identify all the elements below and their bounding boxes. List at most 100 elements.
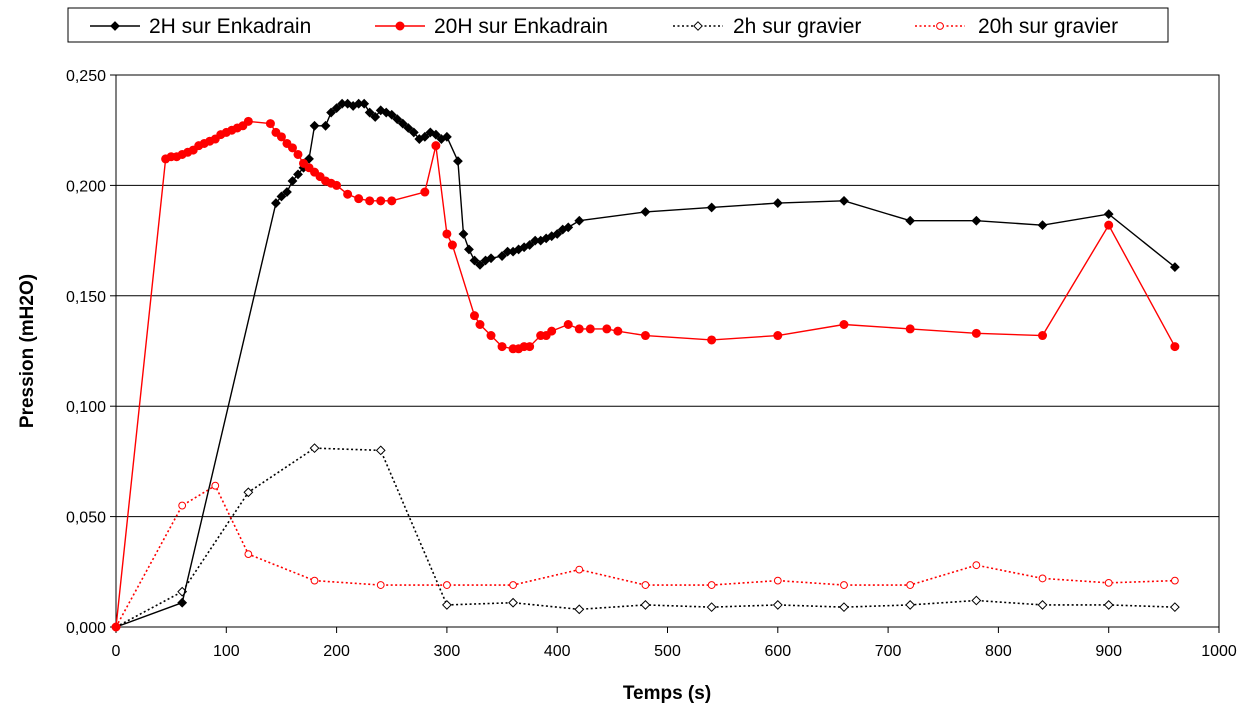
legend-marker <box>693 21 703 31</box>
data-point <box>178 501 187 510</box>
data-point <box>392 114 403 125</box>
data-point <box>641 581 650 589</box>
legend-entry: 2H sur Enkadrain <box>90 15 311 38</box>
legend-label: 2H sur Enkadrain <box>149 15 311 38</box>
data-point <box>475 259 485 270</box>
data-point <box>458 229 469 239</box>
legend-entry: 2h sur gravier <box>673 15 861 38</box>
data-point <box>309 120 320 131</box>
data-point <box>386 109 397 120</box>
data-point <box>375 445 386 456</box>
y-tick-label: 0,000 <box>66 620 106 637</box>
data-point <box>839 602 849 613</box>
data-point <box>464 244 474 255</box>
x-tick-label: 100 <box>213 643 240 660</box>
y-axis-title: Pression (mH2O) <box>17 274 38 428</box>
data-point <box>707 335 717 345</box>
x-tick-label: 800 <box>985 643 1012 660</box>
data-point <box>376 581 385 589</box>
legend-marker <box>395 21 405 31</box>
data-point <box>508 597 518 608</box>
data-point <box>575 565 584 574</box>
x-tick-label: 400 <box>544 643 571 660</box>
data-point <box>602 324 612 334</box>
legend-entry: 20h sur gravier <box>915 15 1118 38</box>
data-point <box>469 311 479 321</box>
x-axis-title: Temps (s) <box>623 683 711 704</box>
data-point <box>773 576 782 585</box>
data-point <box>359 98 370 109</box>
series-2 <box>111 116 1180 632</box>
data-point <box>1038 331 1048 341</box>
legend-marker <box>110 21 120 31</box>
data-point <box>706 602 717 613</box>
data-point <box>276 132 286 142</box>
data-point <box>839 320 849 330</box>
data-point <box>364 107 375 118</box>
data-point <box>408 127 419 138</box>
data-point <box>839 195 849 206</box>
data-point <box>276 191 287 202</box>
data-point <box>365 196 375 206</box>
series-line <box>115 103 1176 628</box>
data-point <box>177 597 188 608</box>
data-point <box>524 240 535 250</box>
data-point <box>1170 342 1180 352</box>
data-point <box>332 180 342 190</box>
data-point <box>447 240 457 250</box>
data-point <box>282 187 292 197</box>
data-point <box>773 331 783 341</box>
plot-area <box>115 74 1220 628</box>
data-point <box>265 119 275 129</box>
series-line <box>115 120 1176 628</box>
data-point <box>640 206 651 217</box>
data-point <box>443 581 451 589</box>
data-point <box>244 550 253 559</box>
data-point <box>431 141 441 151</box>
data-point <box>1038 574 1047 583</box>
data-point <box>287 176 298 186</box>
data-point <box>1103 600 1114 610</box>
data-point <box>441 131 452 142</box>
data-point <box>640 331 650 341</box>
data-point <box>772 198 783 208</box>
data-point <box>111 622 121 632</box>
data-point <box>971 328 981 338</box>
data-point <box>1104 578 1113 587</box>
data-point <box>1170 576 1179 585</box>
data-point <box>469 255 480 266</box>
data-point <box>420 187 430 197</box>
legend-label: 20H sur Enkadrain <box>434 15 608 38</box>
y-tick-label: 0,050 <box>66 510 106 527</box>
data-point <box>972 561 981 570</box>
data-point <box>971 595 982 606</box>
data-point <box>706 202 717 213</box>
legend-entry: 20H sur Enkadrain <box>375 15 608 38</box>
gridlines <box>116 184 1219 518</box>
data-point <box>326 107 336 118</box>
data-point <box>343 189 353 199</box>
y-tick-label: 0,100 <box>66 399 106 416</box>
y-tick-label: 0,200 <box>66 178 106 195</box>
x-tick-label: 1000 <box>1201 643 1237 660</box>
data-point <box>585 324 595 334</box>
data-point <box>509 581 517 589</box>
data-point <box>243 487 254 498</box>
series-line <box>115 484 1175 628</box>
data-point <box>243 116 253 126</box>
legend-label: 20h sur gravier <box>978 15 1118 38</box>
data-point <box>387 196 397 206</box>
data-point <box>640 600 651 610</box>
data-point <box>613 326 623 336</box>
data-point <box>1037 220 1048 231</box>
x-tick-label: 0 <box>112 643 121 660</box>
x-tick-label: 300 <box>434 643 461 660</box>
data-point <box>293 149 303 159</box>
data-point <box>441 600 452 610</box>
data-point <box>905 600 916 610</box>
x-tick-label: 600 <box>764 643 791 660</box>
data-point <box>403 123 414 133</box>
data-point <box>497 342 507 352</box>
data-point <box>397 118 408 129</box>
